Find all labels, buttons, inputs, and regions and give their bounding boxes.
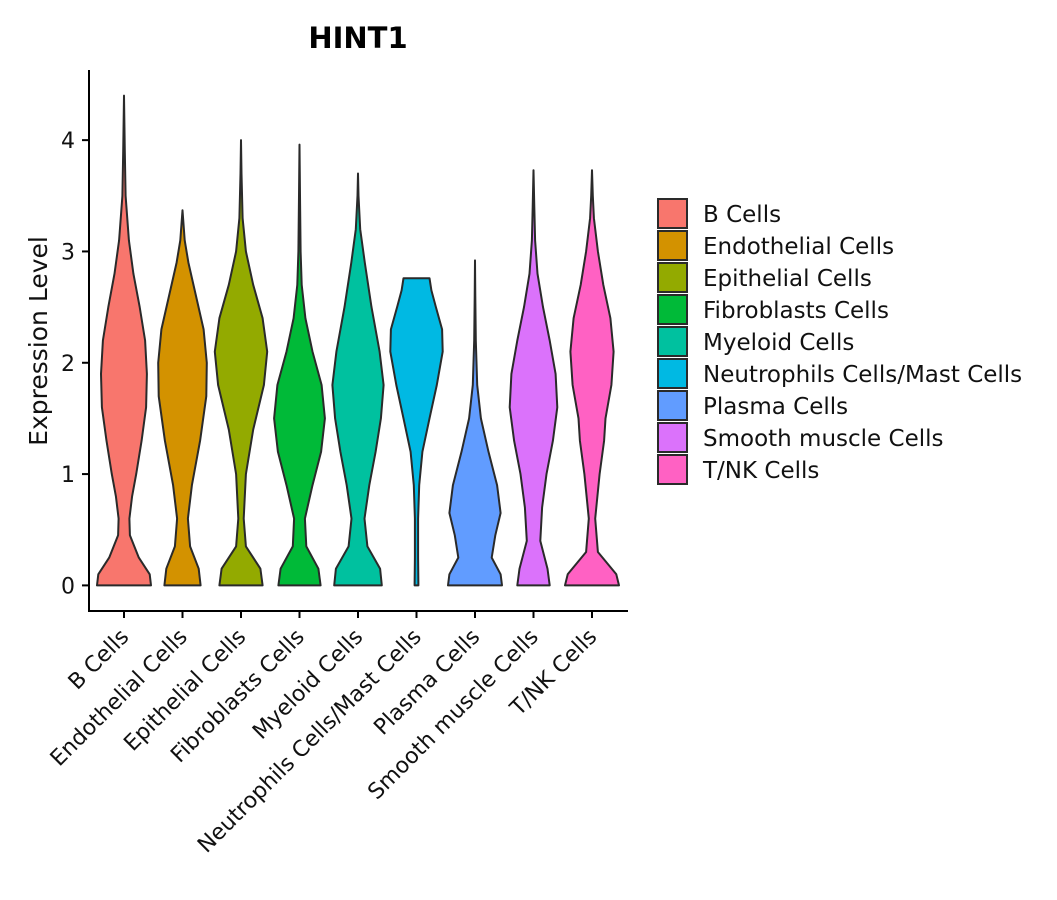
legend-key	[657, 358, 688, 389]
legend-key	[657, 230, 688, 261]
y-axis-title-group: Expression Level	[24, 236, 53, 446]
violin-9	[564, 169, 620, 587]
violin-1	[96, 94, 152, 587]
violin-6	[389, 277, 444, 587]
legend-label: Neutrophils Cells/Mast Cells	[703, 362, 1022, 388]
y-tick-label: 4	[61, 129, 75, 154]
violin-3	[213, 139, 269, 587]
legend-key	[657, 262, 688, 293]
legend-label: Myeloid Cells	[703, 330, 854, 356]
y-tick-label: 1	[61, 463, 75, 488]
legend-label: Plasma Cells	[703, 394, 848, 420]
legend-label: Endothelial Cells	[703, 234, 894, 260]
violins-layer	[96, 94, 620, 587]
legend-label: Epithelial Cells	[703, 266, 872, 292]
legend: B Cells Endothelial Cells Epithelial Cells…	[657, 198, 1022, 485]
y-tick-label: 3	[61, 240, 75, 265]
chart-title: HINT1	[308, 21, 407, 55]
y-axis-title: Expression Level	[24, 236, 53, 446]
violin-8	[508, 169, 559, 587]
legend-key	[657, 454, 688, 485]
legend-key	[657, 390, 688, 421]
violin-4	[273, 143, 326, 587]
y-tick-label: 0	[61, 574, 75, 599]
legend-key	[657, 326, 688, 357]
violin-2	[157, 209, 208, 587]
legend-key	[657, 422, 688, 453]
legend-label: T/NK Cells	[702, 458, 819, 484]
legend-key	[657, 294, 688, 325]
y-ticks: 0 1 2 3 4	[61, 129, 89, 599]
legend-label: Smooth muscle Cells	[703, 426, 944, 452]
legend-key	[657, 198, 688, 229]
legend-label: B Cells	[703, 202, 781, 228]
legend-label: Fibroblasts Cells	[703, 298, 889, 324]
violin-5	[331, 172, 385, 587]
violin-7	[447, 259, 503, 587]
y-tick-label: 2	[61, 352, 75, 377]
